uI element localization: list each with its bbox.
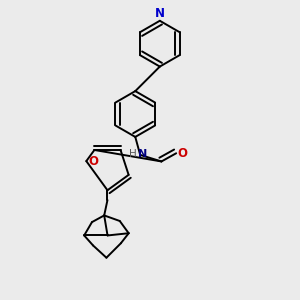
Text: N: N: [155, 7, 165, 20]
Text: O: O: [177, 147, 187, 160]
Text: N: N: [138, 148, 147, 159]
Text: H: H: [129, 148, 137, 159]
Text: O: O: [88, 154, 98, 168]
